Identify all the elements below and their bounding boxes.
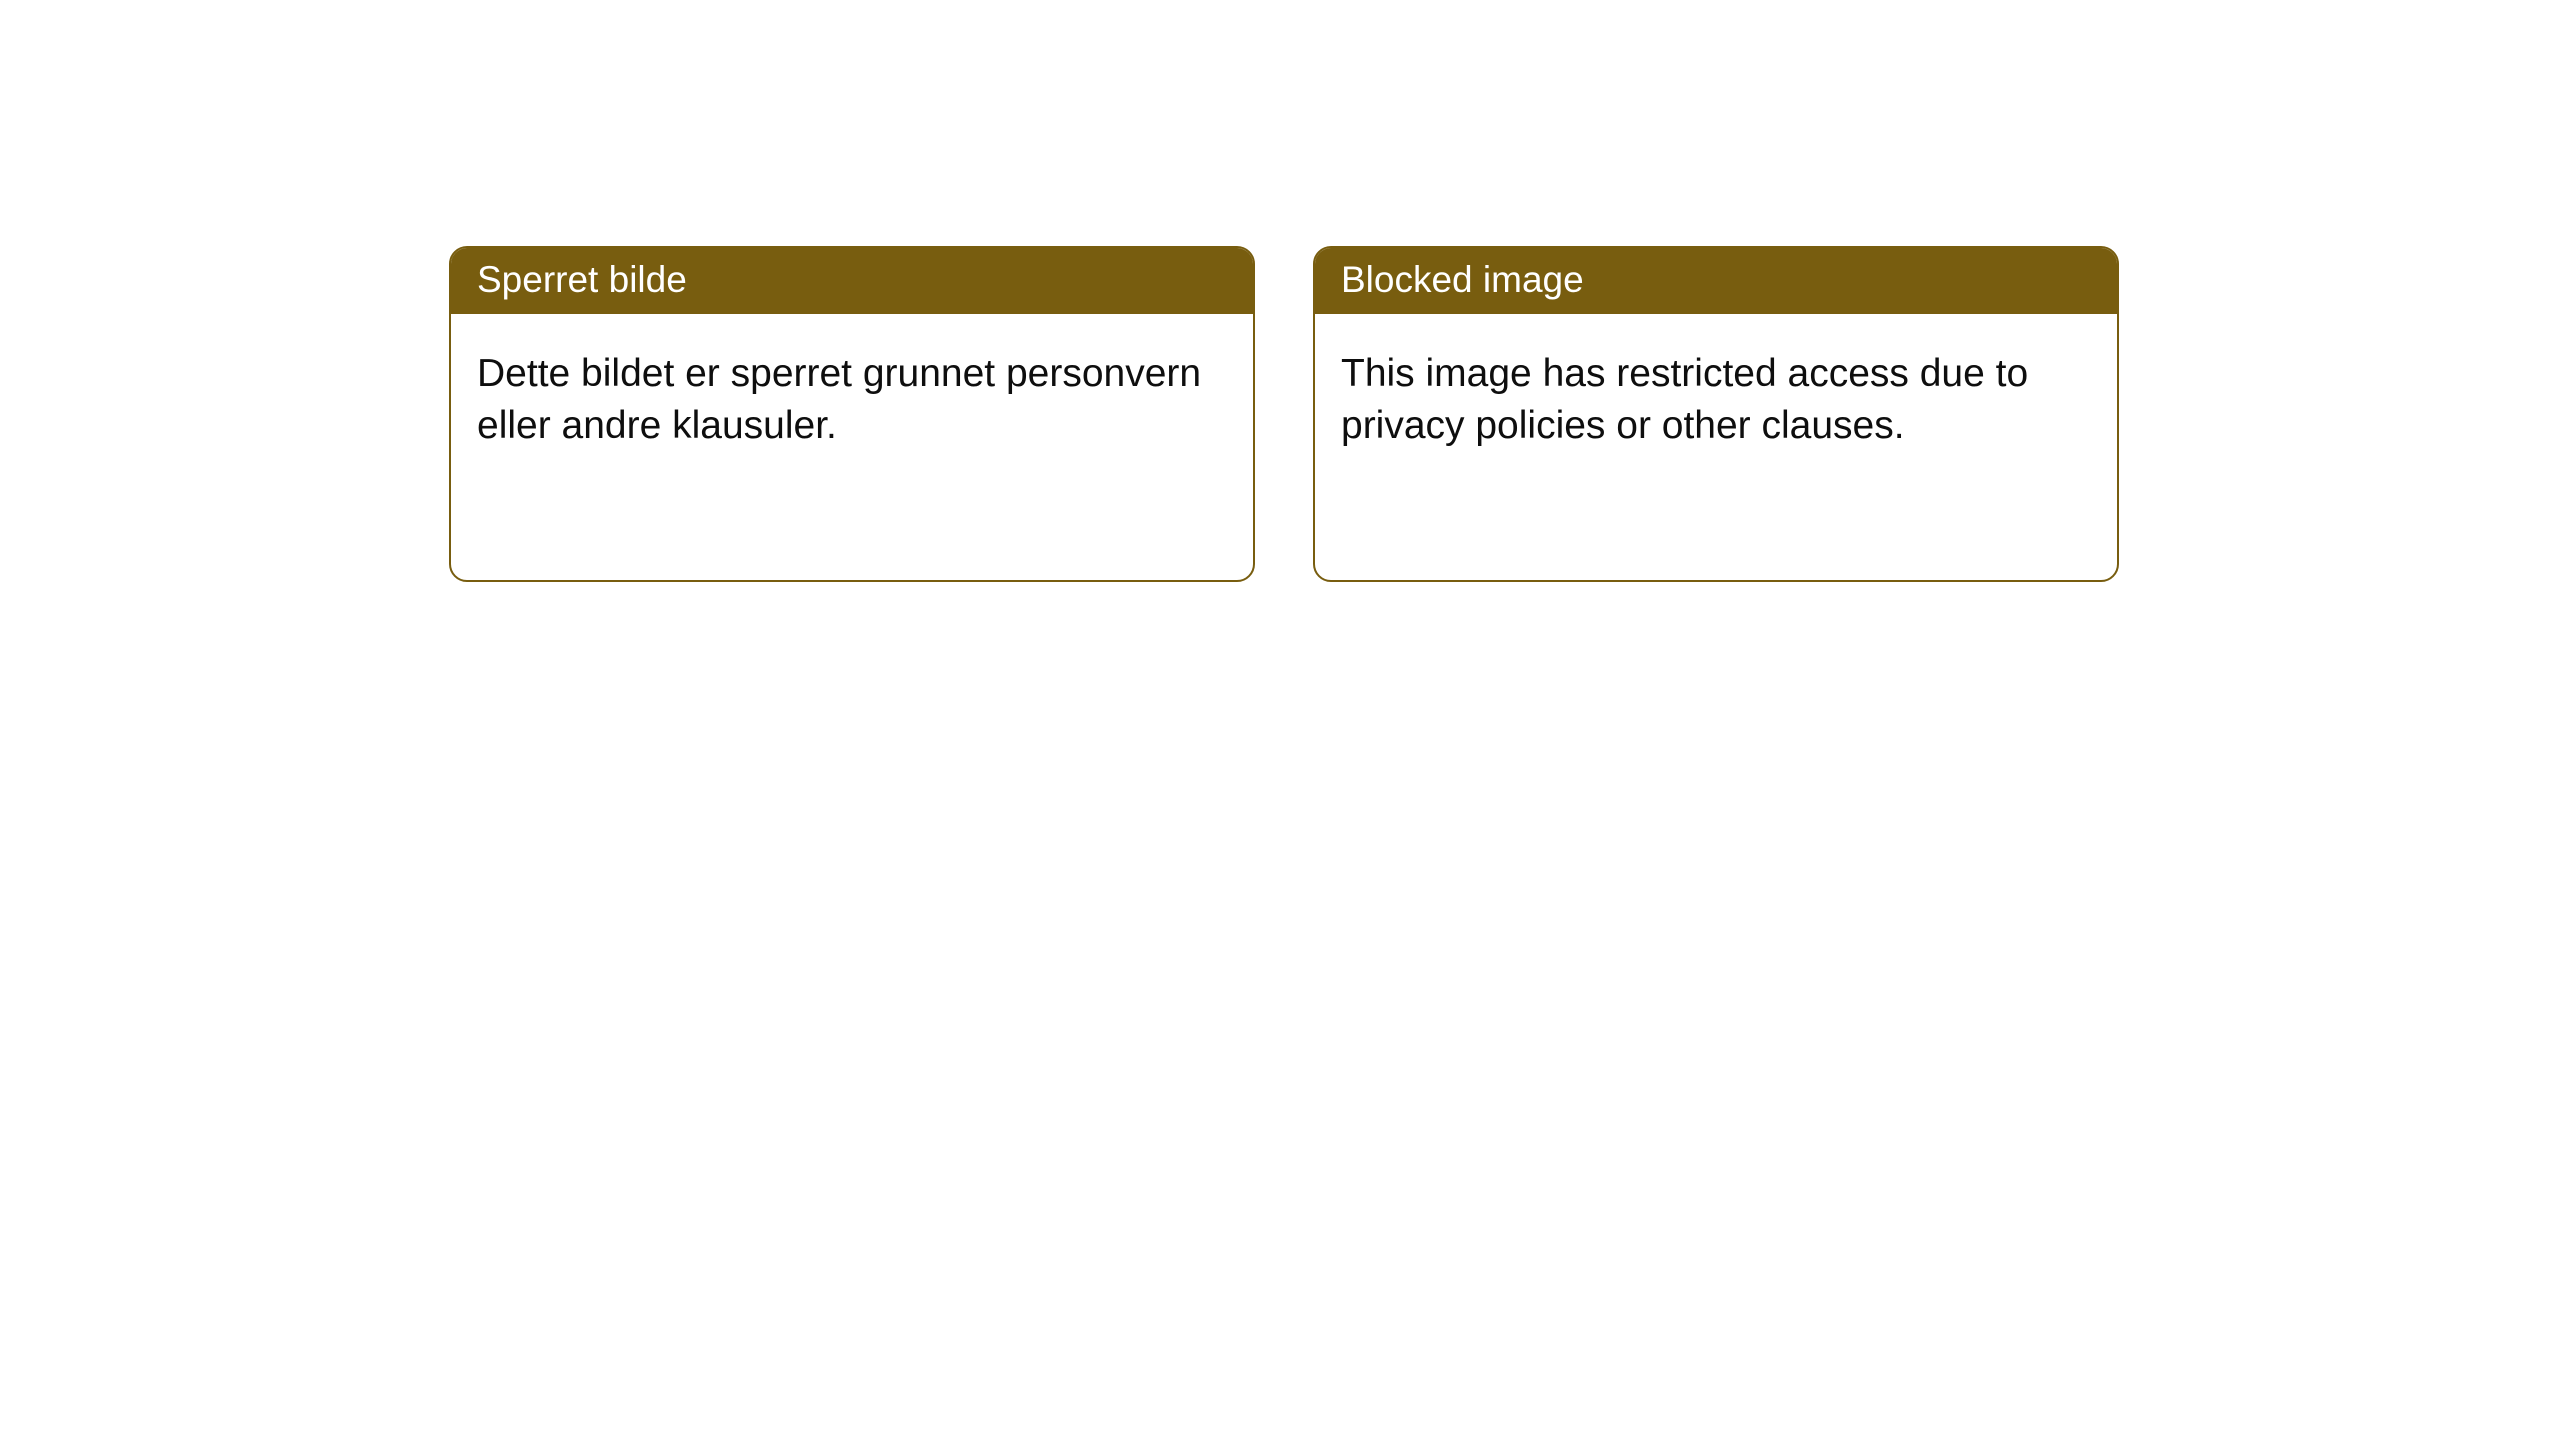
notice-card-header: Sperret bilde bbox=[451, 248, 1253, 314]
notice-card-english: Blocked image This image has restricted … bbox=[1313, 246, 2119, 582]
notice-card-body: Dette bildet er sperret grunnet personve… bbox=[451, 314, 1253, 486]
notice-cards-container: Sperret bilde Dette bildet er sperret gr… bbox=[0, 0, 2560, 582]
notice-card-body: This image has restricted access due to … bbox=[1315, 314, 2117, 486]
notice-card-header: Blocked image bbox=[1315, 248, 2117, 314]
notice-card-norwegian: Sperret bilde Dette bildet er sperret gr… bbox=[449, 246, 1255, 582]
